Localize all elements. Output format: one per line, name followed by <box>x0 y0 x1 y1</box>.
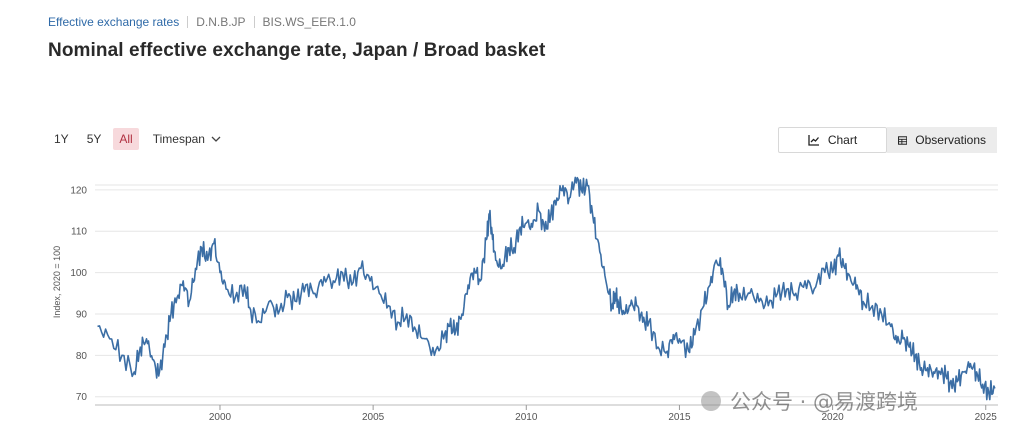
x-axis-ticks: 2000 2005 2010 2015 2020 2025 <box>209 405 997 423</box>
observations-view-label: Observations <box>915 133 986 147</box>
timespan-label: Timespan <box>152 132 205 146</box>
breadcrumb: Effective exchange rates D.N.B.JP BIS.WS… <box>48 15 356 29</box>
y-tick-label-80: 80 <box>76 351 88 362</box>
breadcrumb-separator <box>253 16 255 28</box>
x-tick-label-2015: 2015 <box>668 412 691 423</box>
y-tick-label-70: 70 <box>76 392 88 403</box>
x-tick-label-2010: 2010 <box>515 412 538 423</box>
breadcrumb-code-series: D.N.B.JP <box>196 15 246 29</box>
y-tick-label-90: 90 <box>76 309 88 320</box>
range-5y-button[interactable]: 5Y <box>86 132 102 146</box>
y-tick-label-120: 120 <box>70 185 87 196</box>
table-icon <box>898 135 908 145</box>
series-line-jp-neer <box>97 176 996 401</box>
y-axis-ticks: 70 80 90 100 110 120 <box>70 185 87 403</box>
page-title: Nominal effective exchange rate, Japan /… <box>48 40 546 61</box>
line-chart: 70 80 90 100 110 120 2000 2005 2010 2015 2020 2025… <box>52 176 998 423</box>
breadcrumb-code-dataflow: BIS.WS_EER.1.0 <box>262 15 356 29</box>
range-1y-button[interactable]: 1Y <box>54 132 69 146</box>
timespan-dropdown[interactable]: Timespan <box>153 132 221 146</box>
watermark: 公众号 · @易渡跨境 <box>701 390 918 414</box>
wechat-icon <box>701 391 721 411</box>
range-all-button[interactable]: All <box>113 128 139 150</box>
x-tick-label-2005: 2005 <box>362 412 385 423</box>
breadcrumb-link-eer[interactable]: Effective exchange rates <box>48 15 180 29</box>
range-selector: 1Y 5Y All Timespan <box>48 128 221 150</box>
chart-gridlines <box>95 184 998 406</box>
x-tick-label-2025: 2025 <box>975 412 998 423</box>
y-tick-label-110: 110 <box>71 227 87 238</box>
observations-view-button[interactable]: Observations <box>887 127 997 153</box>
chevron-down-icon <box>211 136 221 142</box>
y-axis-label: Index, 2020 = 100 <box>52 246 62 318</box>
x-tick-label-2000: 2000 <box>209 412 232 423</box>
y-tick-label-100: 100 <box>70 268 87 279</box>
view-toggle: Chart Observations <box>778 127 997 153</box>
breadcrumb-separator <box>187 16 189 28</box>
chart-view-button[interactable]: Chart <box>778 127 887 153</box>
line-chart-icon <box>808 134 819 146</box>
x-tick-label-2020: 2020 <box>821 412 844 423</box>
watermark-text: 公众号 · @易渡跨境 <box>730 390 918 414</box>
chart-view-label: Chart <box>827 133 858 147</box>
